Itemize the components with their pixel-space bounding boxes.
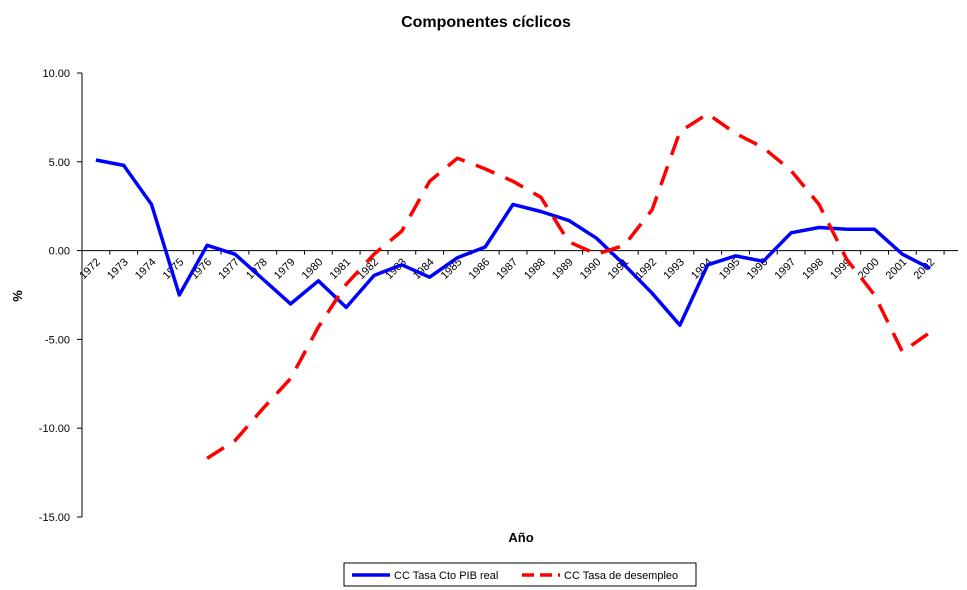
x-tick-label: 1993 [661,256,687,282]
y-axis-ticks: 10.00 5.00 0.00 -5.00 -10.00 -15.00 [39,68,82,524]
chart-title: Componentes cíclicos [401,14,571,31]
x-tick-label: 1998 [800,256,826,282]
x-tick-label: 1977 [216,256,242,282]
y-tick-label: -15.00 [39,512,70,524]
x-tick-label: 1980 [300,256,326,282]
series-line-2 [206,112,932,460]
y-tick-label: -5.00 [45,334,70,346]
x-tick-label: 1990 [578,256,604,282]
y-tick-label: 0.00 [49,246,70,258]
y-axis-label: % [10,290,25,302]
legend-label-1: CC Tasa Cto PIB real [394,570,498,582]
x-tick-label: 1979 [272,256,298,282]
x-tick-label: 1999 [828,256,854,282]
x-tick-label: 1987 [494,256,520,282]
legend-label-2: CC Tasa de desempleo [564,570,678,582]
x-tick-label: 1997 [772,256,798,282]
x-tick-label: 1978 [244,256,270,282]
y-tick-label: 5.00 [49,157,70,169]
x-tick-label: 2000 [856,256,882,282]
axes [81,73,958,517]
x-axis-label: Año [508,530,533,545]
legend: CC Tasa Cto PIB real CC Tasa de desempleo [343,562,697,587]
x-tick-label: 1988 [522,256,548,282]
x-tick-label: 1989 [550,256,576,282]
x-tick-label: 1986 [467,256,493,282]
y-tick-label: 10.00 [42,68,70,80]
legend-box [343,562,697,587]
series-layer [95,112,932,460]
x-tick-label: 2001 [884,256,910,282]
x-tick-label: 1973 [105,256,131,282]
series-line-1 [95,158,931,327]
y-tick-label: -10.00 [39,423,70,435]
x-tick-label: 1974 [133,256,159,282]
x-axis-ticks: 1972 1973 1974 1975 1976 1977 1978 1979 1980 1981… [77,250,945,282]
x-tick-label: 1972 [77,256,103,282]
x-tick-label: 1981 [328,256,354,282]
